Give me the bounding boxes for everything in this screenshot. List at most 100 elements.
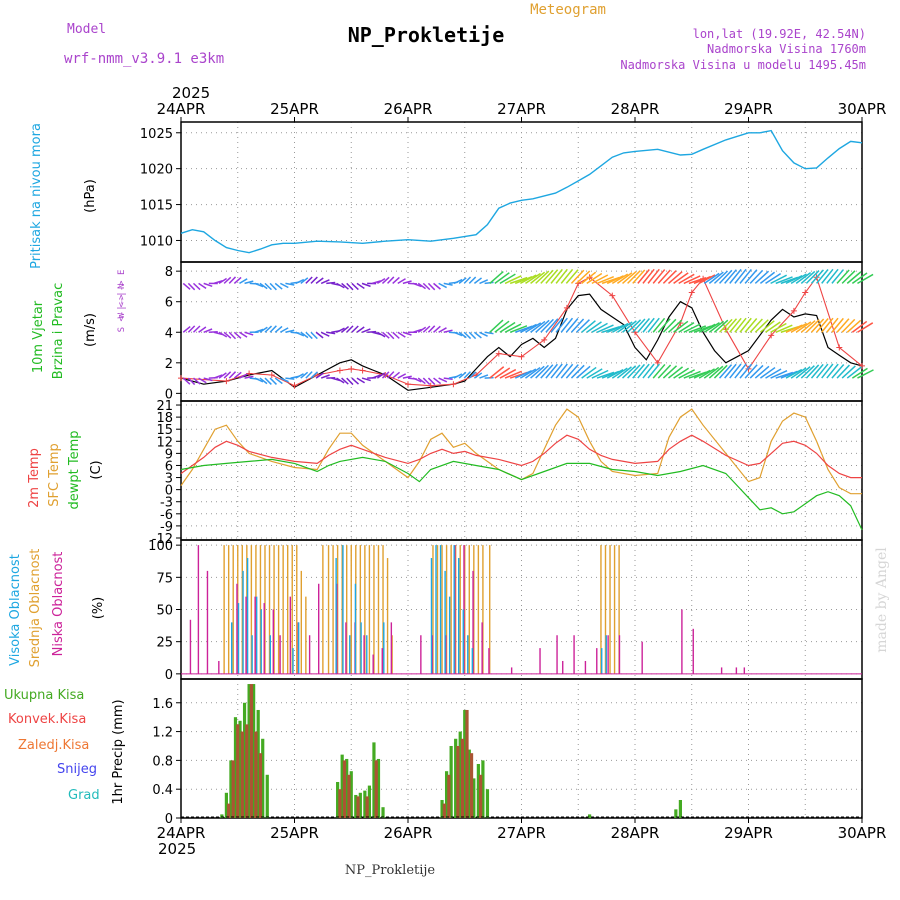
wind-arrow [494, 272, 510, 284]
wind-arrow [637, 318, 651, 333]
wind-arrow [683, 323, 701, 333]
wind-arrow [545, 363, 558, 379]
wind-arrow [560, 317, 574, 333]
y-tick-label: 0 [165, 668, 173, 683]
wind-arrow [228, 276, 237, 284]
wind-arrow [479, 374, 489, 379]
wind-marker [336, 367, 343, 374]
wind-arrow [795, 272, 812, 284]
model-label: Model [67, 22, 106, 37]
wind-arrow [509, 325, 528, 333]
wind-arrow [341, 377, 349, 385]
precip-total-bar [472, 778, 476, 818]
wind-arrow [192, 325, 201, 333]
wind-arrow [622, 365, 637, 379]
wind-arrow [187, 377, 196, 386]
wind-arrow [770, 322, 787, 333]
wind-arrow [187, 325, 196, 333]
wind-arrow [326, 331, 336, 335]
precip-conv-bar [447, 774, 451, 818]
precip-total-bar [481, 760, 485, 818]
wind-arrow [371, 374, 381, 379]
wind-marker [405, 381, 411, 388]
wind-arrow [851, 320, 868, 333]
wind-arrow [254, 377, 264, 383]
wind-marker [348, 365, 355, 372]
wind-arrow [453, 331, 463, 337]
wind-arrow [790, 322, 808, 333]
wind-marker [688, 289, 695, 296]
wind-marker [291, 382, 298, 389]
y-tick-label: 1025 [140, 127, 173, 142]
wind-arrow [402, 375, 412, 379]
wind-arrow [627, 319, 642, 333]
x-tick-label-bottom: 30APR [838, 824, 887, 842]
wind-arrow [387, 276, 395, 284]
wind-arrow [713, 319, 729, 333]
wind-arrow [310, 276, 318, 284]
wind-arrow [458, 371, 467, 379]
wind-arrow [203, 328, 213, 333]
wind-arrow [326, 281, 336, 285]
wind-arrow [616, 366, 632, 379]
wind-arrow [550, 268, 563, 284]
wind-marker [609, 292, 616, 299]
wind-arrow [274, 377, 283, 385]
wind-arrow [392, 331, 400, 339]
precip-total-bar [449, 745, 453, 818]
wind-arrow [264, 377, 272, 385]
wind-arrow [708, 271, 724, 284]
x-tick-label-top: 24APR [157, 100, 206, 118]
precip-label-conv: Konvek.Kisa [8, 712, 86, 727]
wind-arrow [295, 373, 304, 379]
wind-arrow [494, 320, 510, 333]
y-tick-label: 21 [156, 399, 173, 414]
wind-arrow [295, 278, 305, 285]
wind-arrow [433, 282, 441, 290]
precip-total-bar [224, 792, 228, 818]
wind-arrow [800, 270, 816, 284]
wind-arrow [770, 274, 787, 285]
model-altitude-label: Nadmorska Visina u modelu 1495.45m [620, 58, 866, 72]
precip-total-bar [358, 792, 362, 818]
wind-arrow [647, 268, 660, 284]
wind-arrow [397, 373, 407, 379]
precip-conv-bar [236, 724, 240, 818]
wind-arrow [239, 278, 248, 285]
wind-arrow [611, 322, 629, 333]
wind-arrow [826, 268, 839, 284]
y-tick-label: 4 [165, 326, 173, 341]
wind-arrow [642, 317, 655, 333]
wind-marker [223, 378, 230, 385]
wind-arrow [673, 272, 689, 284]
wind-arrow [233, 371, 242, 379]
y-tick-label: -9 [160, 520, 173, 535]
wind-arrow [759, 320, 775, 333]
y-tick-label: 2 [165, 357, 173, 372]
wind-arrow [280, 377, 289, 383]
wind-arrow [427, 282, 436, 291]
wind-arrow [637, 269, 650, 284]
wind-arrow [433, 377, 442, 385]
wind-arrow [519, 368, 537, 379]
wind-arrow [550, 317, 564, 333]
wind-arrow [724, 269, 737, 284]
wind-arrow [565, 269, 579, 284]
wind-arrow [591, 322, 608, 333]
wind-arrow [821, 363, 834, 379]
wind-arrow [392, 276, 400, 284]
x-tick-label-top: 26APR [384, 100, 433, 118]
chart-subtitle: Meteogram [530, 2, 606, 18]
wind-arrow [387, 331, 395, 340]
wind-arrow [698, 274, 716, 285]
wind-arrow [841, 270, 856, 284]
wind-arrow [300, 277, 309, 284]
wind-arrow [274, 282, 283, 290]
x-tick-label-top: 29APR [724, 100, 773, 118]
wind-arrow [356, 326, 365, 333]
wind-arrow [198, 282, 207, 290]
wind-arrow [545, 318, 559, 333]
wind-arrow [269, 282, 277, 291]
wind-arrow [381, 276, 390, 284]
wind-marker [836, 344, 843, 351]
